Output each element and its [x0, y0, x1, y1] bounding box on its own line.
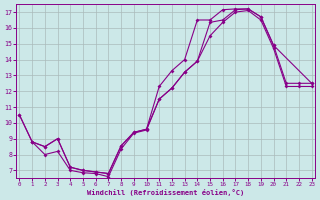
- X-axis label: Windchill (Refroidissement éolien,°C): Windchill (Refroidissement éolien,°C): [87, 189, 244, 196]
